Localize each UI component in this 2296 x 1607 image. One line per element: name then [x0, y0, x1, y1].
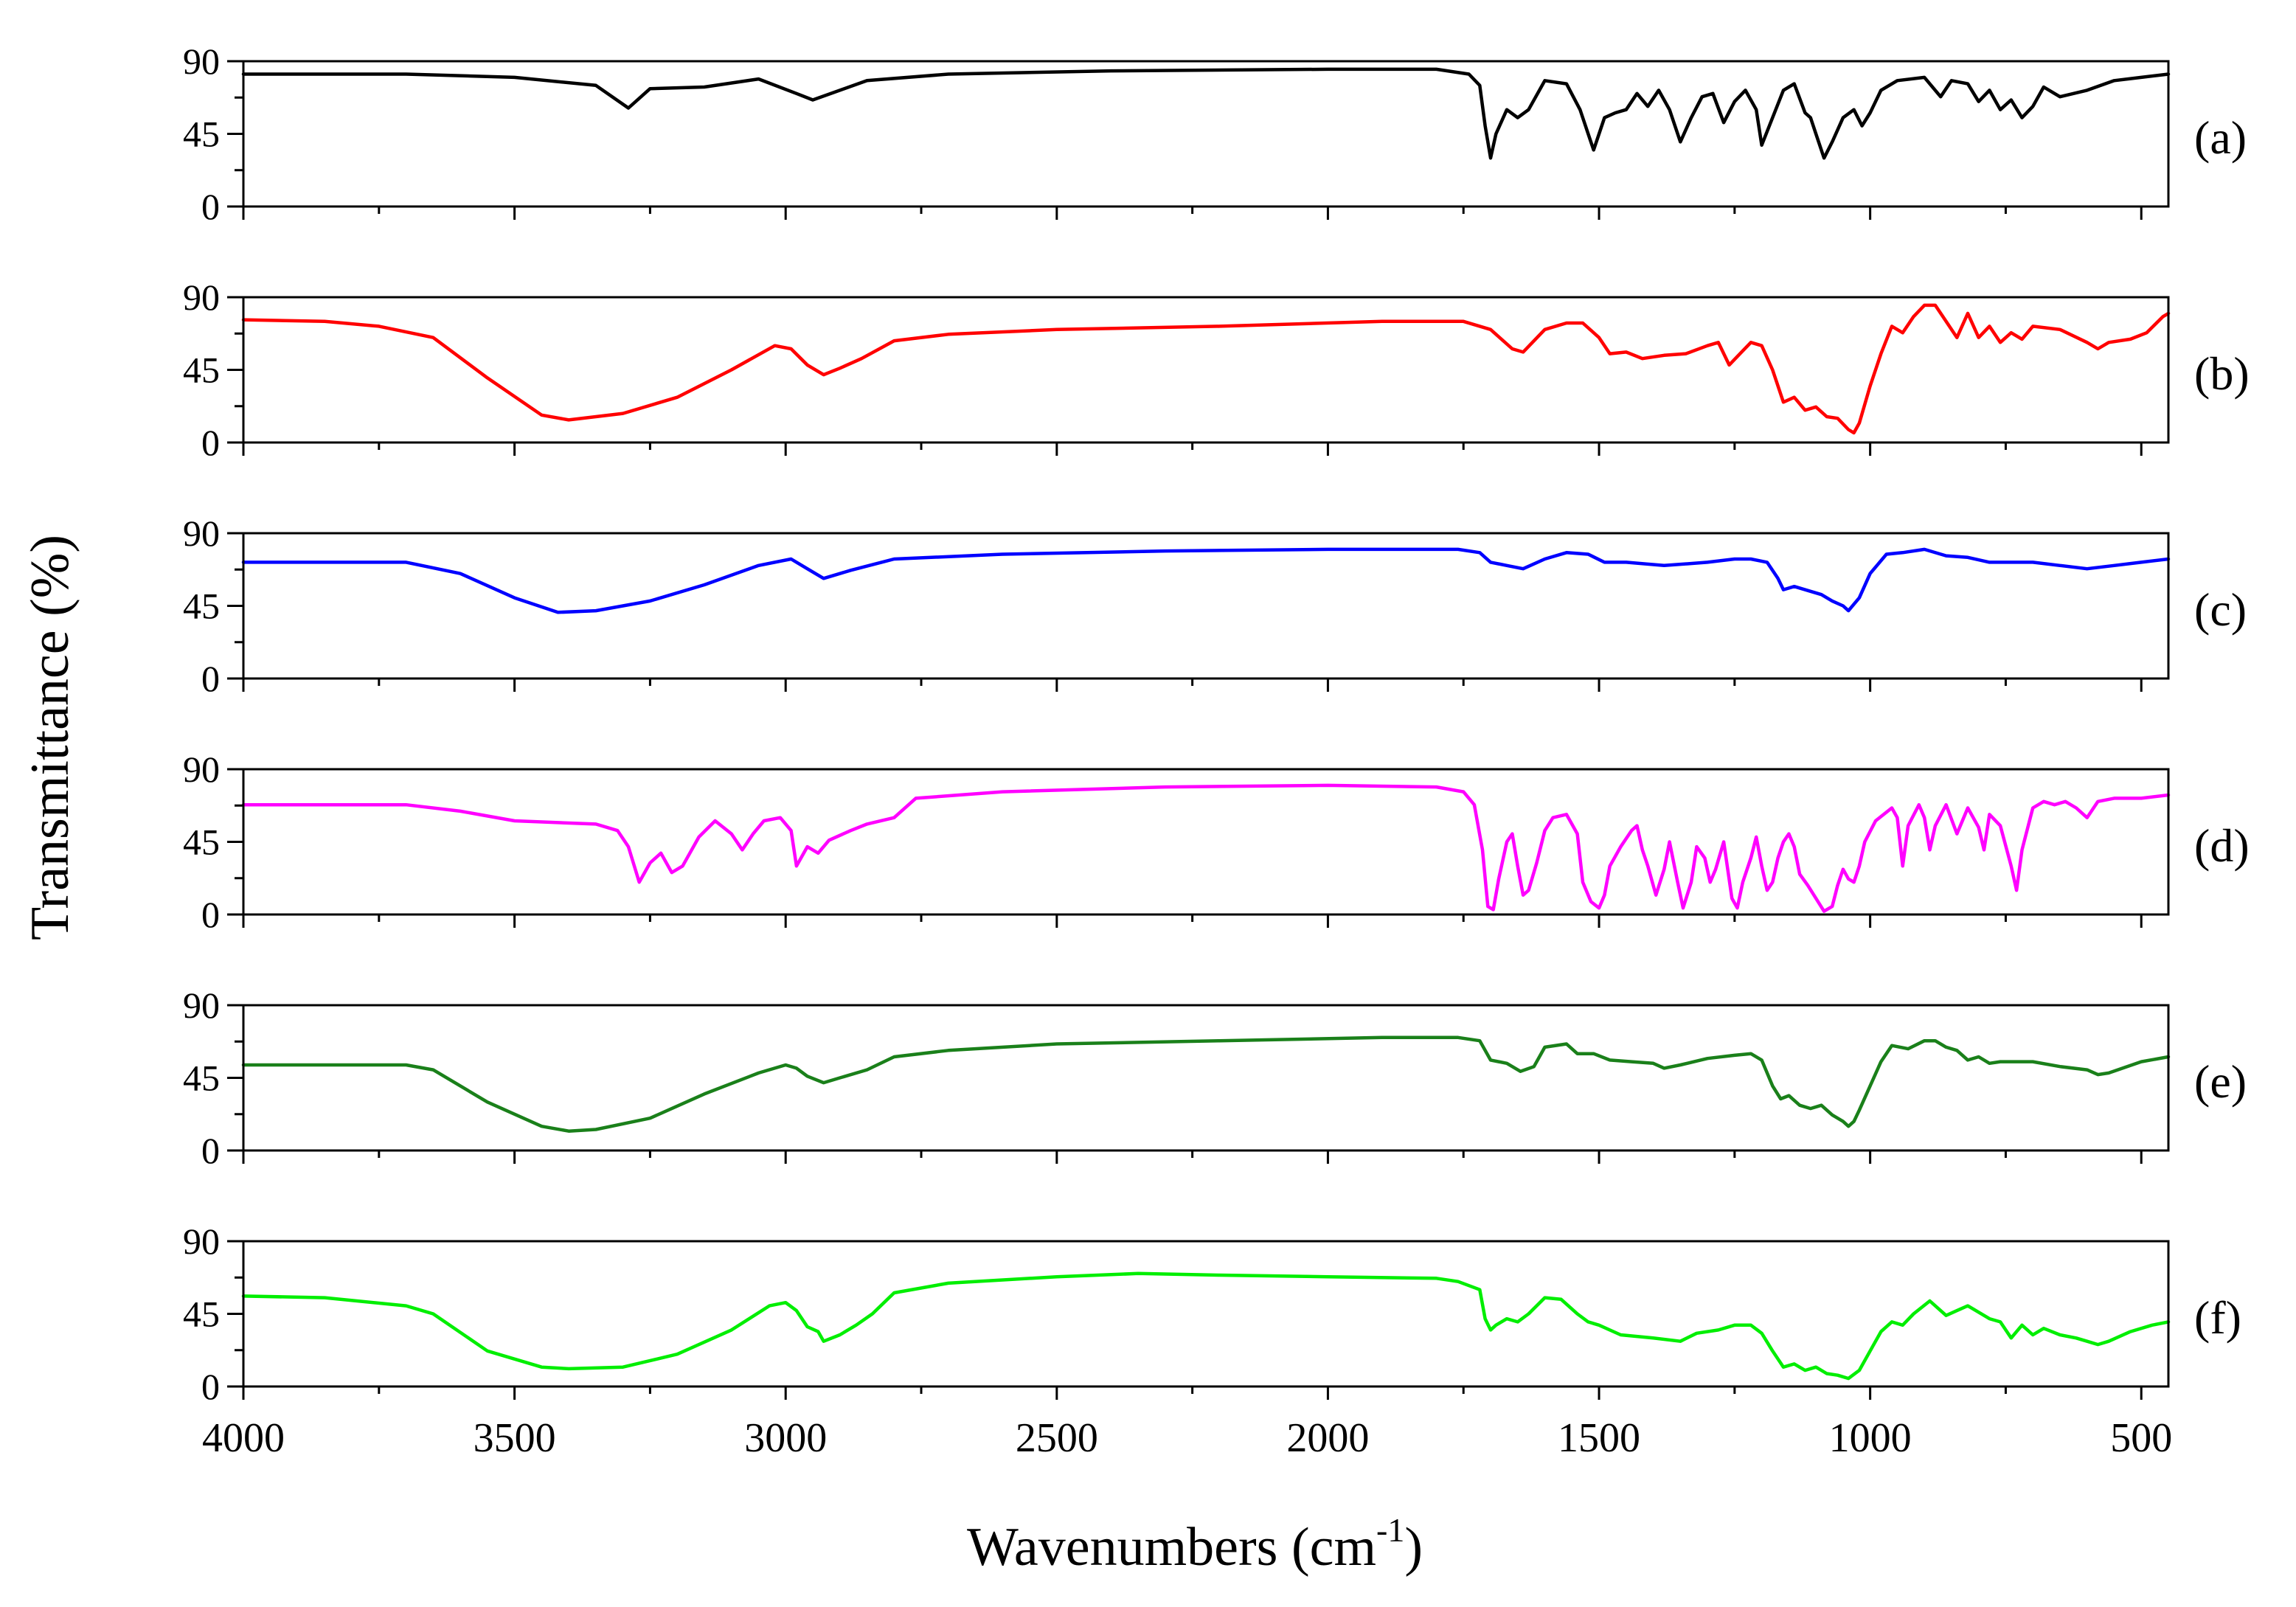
x-axis-title: Wavenumbers (cm-1) — [967, 1511, 1423, 1578]
plot-frame — [242, 532, 2170, 680]
panel-label: (e) — [2194, 1055, 2247, 1108]
y-tick-label: 45 — [183, 350, 220, 391]
series-line-c — [241, 547, 2171, 614]
y-tick-label: 0 — [201, 186, 220, 227]
y-tick-label: 90 — [183, 513, 220, 554]
panel-b: 0 45 90 (b) — [183, 277, 2250, 463]
x-tick-label: 2000 — [1286, 1415, 1369, 1461]
y-tick-label: 90 — [183, 1221, 220, 1262]
x-tick-label: 3500 — [474, 1415, 556, 1461]
plot-frame — [242, 1004, 2170, 1152]
y-tick-label: 90 — [183, 985, 220, 1026]
series-line-a — [241, 67, 2171, 160]
y-axis-title: Transmittance (%) — [20, 535, 80, 940]
y-tick-label: 45 — [183, 1294, 220, 1335]
x-tick-label: 500 — [2110, 1415, 2172, 1461]
x-axis-title-main: Wavenumbers (cm — [967, 1517, 1376, 1578]
y-tick-label: 0 — [201, 1130, 220, 1171]
y-tick-label: 0 — [201, 1366, 220, 1407]
y-tick-label: 45 — [183, 822, 220, 863]
panel-e: 0 45 90 (e) — [183, 985, 2247, 1171]
panel-label: (f) — [2194, 1291, 2241, 1344]
y-tick-label: 0 — [201, 658, 220, 699]
y-tick-label: 45 — [183, 1058, 220, 1099]
x-tick-label: 1000 — [1829, 1415, 1912, 1461]
x-tick-label: 3000 — [744, 1415, 827, 1461]
y-tick-label: 90 — [183, 277, 220, 318]
x-tick-label: 4000 — [202, 1415, 285, 1461]
series-line-d — [241, 783, 2171, 913]
y-tick-label: 90 — [183, 749, 220, 790]
y-tick-label: 45 — [183, 114, 220, 155]
y-tick-label: 45 — [183, 586, 220, 627]
series-line-b — [241, 303, 2171, 435]
y-tick-label: 90 — [183, 41, 220, 82]
series-line-f — [241, 1271, 2171, 1381]
plot-frame — [242, 768, 2170, 916]
panel-d: 0 45 90 (d) — [183, 749, 2250, 935]
panel-label: (c) — [2194, 583, 2247, 636]
panel-label: (b) — [2194, 347, 2250, 400]
plot-frame — [242, 60, 2170, 208]
y-tick-label: 0 — [201, 894, 220, 935]
panel-f: 0 45 90 (f) — [183, 1221, 2241, 1407]
x-axis: 4000 3500 3000 2500 2000 1500 1000 500 — [202, 1415, 2172, 1461]
panel-label: (d) — [2194, 819, 2250, 872]
plot-frame — [242, 296, 2170, 444]
panel-a: 0 45 90 (a) — [183, 41, 2247, 227]
y-tick-label: 0 — [201, 422, 220, 463]
panel-label: (a) — [2194, 111, 2247, 164]
series-line-e — [241, 1035, 2171, 1133]
x-axis-title-sup: -1 — [1376, 1511, 1404, 1549]
x-tick-label: 1500 — [1558, 1415, 1640, 1461]
panels-group: 0 45 90 (a) 0 45 90 (b) 0 45 90 (c) 0 45 90 (d) 0 45 90 (e)… — [183, 41, 2250, 1407]
panel-c: 0 45 90 (c) — [183, 513, 2247, 699]
x-axis-title-close: ) — [1404, 1517, 1423, 1578]
x-tick-label: 2500 — [1016, 1415, 1098, 1461]
